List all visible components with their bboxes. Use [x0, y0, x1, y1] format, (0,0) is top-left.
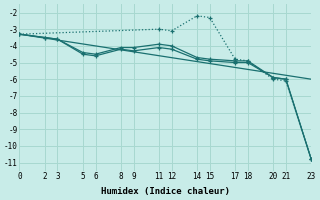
X-axis label: Humidex (Indice chaleur): Humidex (Indice chaleur)	[101, 187, 230, 196]
